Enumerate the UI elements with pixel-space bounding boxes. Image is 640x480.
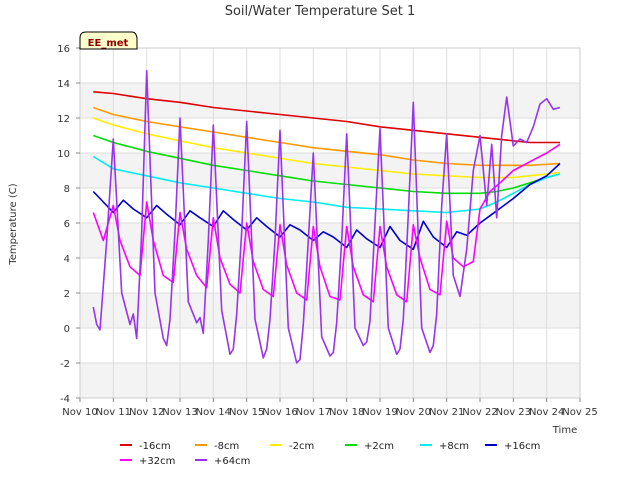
legend: -16cm -8cm -2cm +2cm +8cm +16cm +32cm +64cm (120, 441, 540, 467)
series-line-32cm-above (92, 143, 561, 303)
y-tick-label: 16 (57, 44, 70, 55)
series-line-8cm-below (93, 106, 561, 167)
plot-band (80, 328, 580, 363)
y-tick-label: 4 (64, 254, 70, 265)
x-tick-label: Nov 21 (429, 407, 464, 418)
x-tick-label: Nov 22 (462, 407, 497, 418)
station-badge: EE_met (79, 31, 138, 50)
plot-band (80, 223, 580, 258)
y-tick-label: 6 (64, 219, 70, 230)
series-line-8cm-above (92, 155, 561, 214)
x-tick-label: Nov 19 (362, 407, 397, 418)
badge-label: EE_met (88, 38, 129, 49)
x-tick-label: Nov 24 (529, 407, 564, 418)
legend-label: -2cm (289, 441, 314, 452)
y-axis-label: Temperature (C) (8, 183, 19, 265)
y-tick-label: 14 (57, 79, 70, 90)
plot-band (80, 363, 580, 398)
x-tick-label: Nov 23 (496, 407, 531, 418)
x-tick-label: Nov 10 (62, 407, 97, 418)
x-tick-label: Nov 25 (562, 407, 597, 418)
series-line-64cm-above (92, 70, 561, 364)
y-tick-label: 0 (64, 324, 70, 335)
plot-band (80, 48, 580, 83)
legend-label: +64cm (214, 456, 250, 467)
x-axis-label: Time (552, 425, 577, 436)
y-tick-label: 8 (64, 184, 70, 195)
y-tick-label: 10 (57, 149, 70, 160)
x-tick-label: Nov 17 (296, 407, 331, 418)
legend-label: +32cm (139, 456, 175, 467)
x-tick-label: Nov 14 (196, 407, 231, 418)
legend-label: -16cm (139, 441, 171, 452)
legend-label: +8cm (439, 441, 469, 452)
y-tick-label: 2 (64, 289, 70, 300)
series-group (92, 70, 561, 364)
y-tick-label: -4 (60, 394, 70, 405)
legend-label: +2cm (364, 441, 394, 452)
x-tick-label: Nov 16 (262, 407, 297, 418)
x-tick-label: Nov 13 (162, 407, 197, 418)
chart-title: Soil/Water Temperature Set 1 (225, 4, 416, 19)
x-tick-label: Nov 12 (129, 407, 164, 418)
series-line-16cm-below (93, 91, 560, 144)
x-tick-label: Nov 15 (229, 407, 264, 418)
y-tick-label: -2 (60, 359, 70, 370)
badge-box (79, 31, 138, 50)
y-axis-ticks: -4 -2 0 2 4 6 8 10 12 14 16 (57, 44, 80, 405)
series-line-16cm-above (92, 162, 561, 251)
legend-label: +16cm (504, 441, 540, 452)
x-tick-label: Nov 20 (396, 407, 431, 418)
series-line-2cm-above (93, 134, 561, 195)
y-tick-label: 12 (57, 114, 70, 125)
legend-label: -8cm (214, 441, 239, 452)
x-tick-label: Nov 18 (329, 407, 364, 418)
x-tick-label: Nov 11 (96, 407, 131, 418)
series-line-2cm-below (93, 117, 561, 179)
plot-band (80, 293, 580, 328)
